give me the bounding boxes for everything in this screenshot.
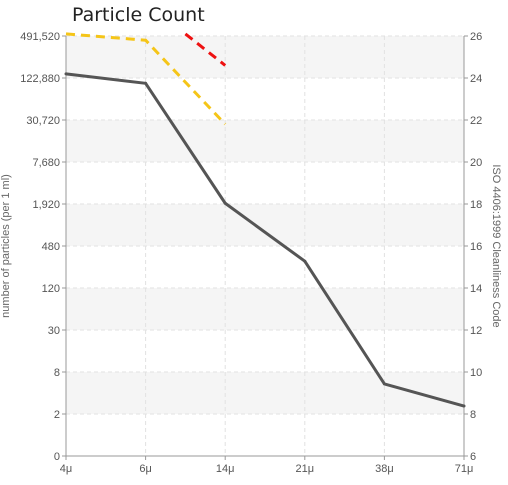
y-right-tick-label: 26 (470, 31, 482, 43)
y-right-tick-label: 10 (470, 367, 482, 379)
y-left-tick-label: 30,720 (26, 115, 60, 127)
x-tick-label: 71μ (455, 463, 474, 475)
y-left-tick-label: 0 (54, 451, 60, 463)
data-point (303, 259, 307, 263)
grid-band (66, 372, 464, 414)
limit-line (184, 32, 227, 67)
y-right-tick-label: 6 (470, 451, 476, 463)
y-right-tick-label: 14 (470, 283, 482, 295)
y-left-tick-label: 2 (54, 409, 60, 421)
y-right-tick-label: 22 (470, 115, 482, 127)
chart-title: Particle Count (72, 4, 205, 26)
x-tick-label: 6μ (139, 463, 151, 475)
grid-band (66, 204, 464, 246)
y-right-tick-label: 16 (470, 241, 482, 253)
data-point (144, 81, 148, 85)
y-left-axis-label: number of particles (per 1 ml) (0, 174, 12, 318)
y-right-axis-label: ISO 4406:1999 Cleanliness Code (490, 164, 502, 327)
y-left-tick-label: 122,880 (20, 73, 60, 85)
y-right-tick-label: 8 (470, 409, 476, 421)
y-left-tick-label: 30 (48, 325, 60, 337)
series-line (65, 72, 465, 408)
limit-line (65, 32, 227, 126)
y-right-tick-label: 12 (470, 325, 482, 337)
y-left-tick-label: 120 (42, 283, 60, 295)
y-right-tick-label: 24 (470, 73, 482, 85)
x-tick-label: 21μ (296, 463, 315, 475)
grid-band (66, 36, 464, 78)
x-tick-label: 14μ (216, 463, 235, 475)
y-right-tick-label: 18 (470, 199, 482, 211)
x-tick-label: 38μ (375, 463, 394, 475)
y-left-tick-label: 8 (54, 367, 60, 379)
data-point (223, 201, 227, 205)
grid-band (66, 120, 464, 162)
grid-band (66, 288, 464, 330)
data-point (462, 404, 466, 408)
data-point (382, 382, 386, 386)
x-tick-label: 4μ (60, 463, 72, 475)
y-left-tick-label: 491,520 (20, 31, 60, 43)
y-left-tick-label: 7,680 (32, 157, 60, 169)
y-left-tick-label: 1,920 (32, 199, 60, 211)
y-right-tick-label: 20 (470, 157, 482, 169)
y-left-tick-label: 480 (42, 241, 60, 253)
data-point (64, 72, 68, 76)
